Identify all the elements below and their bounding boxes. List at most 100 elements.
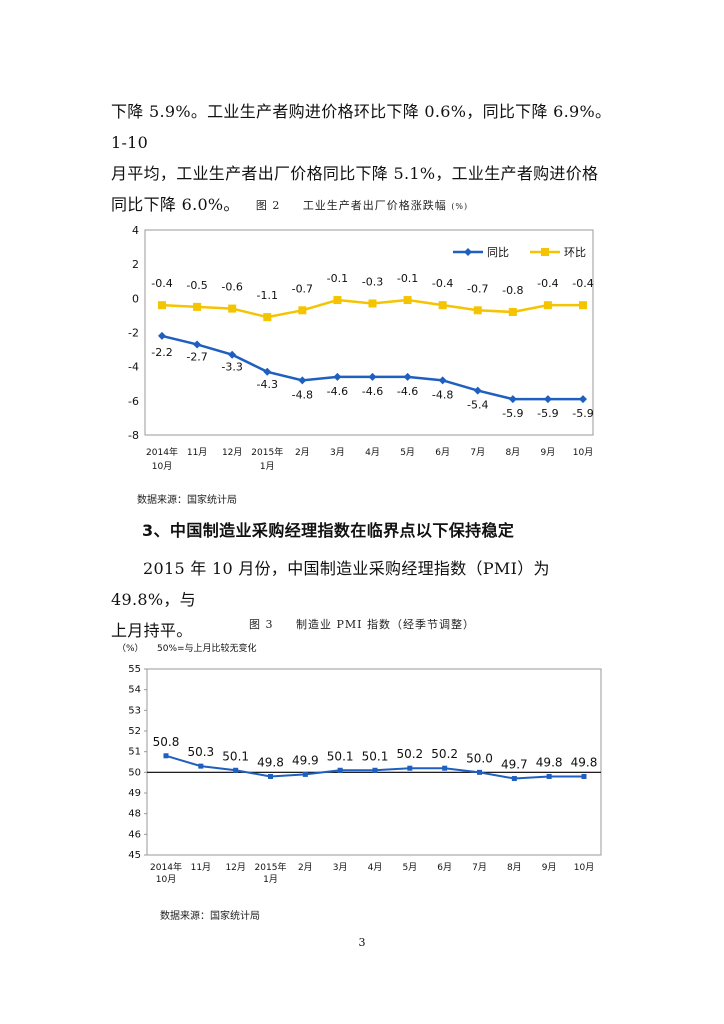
section-heading: 3、中国制造业采购经理指数在临界点以下保持稳定 [142, 521, 515, 540]
figure2-unit: (%) [451, 202, 469, 211]
data-point [368, 299, 377, 308]
y-tick-label: 0 [132, 292, 139, 305]
y-tick-label: 2 [132, 258, 139, 271]
x-tick-label: 10月 [574, 862, 594, 873]
x-tick-label: 7月 [472, 862, 487, 873]
data-label: -4.6 [327, 385, 348, 398]
data-point [477, 769, 482, 775]
x-tick-label: 11月 [191, 862, 211, 873]
figure3-title-text: 制造业 PMI 指数（经季节调整） [295, 618, 475, 631]
x-tick-label: 4月 [365, 447, 380, 458]
y-tick-label: 51 [128, 747, 141, 758]
y-tick-label: 50 [128, 767, 141, 778]
data-label: -0.1 [327, 272, 348, 285]
data-point [473, 386, 482, 395]
x-tick-label: 9月 [541, 447, 556, 458]
x-tick-label: 8月 [507, 862, 522, 873]
data-label: 50.2 [396, 747, 423, 761]
y-tick-label: -6 [128, 395, 139, 408]
x-tick-label: 5月 [402, 862, 417, 873]
x-tick-label: 2014年 [146, 446, 178, 458]
legend-marker [541, 248, 549, 256]
y-tick-label: -2 [128, 327, 139, 340]
data-point [508, 308, 517, 316]
y-axis-unit: （%） [117, 643, 144, 654]
x-tick-label: 1月 [263, 874, 278, 885]
data-label: 50.3 [187, 745, 214, 759]
x-tick-label: 4月 [368, 862, 383, 873]
data-label: -5.9 [537, 407, 558, 420]
data-label: -0.4 [572, 277, 593, 290]
data-point [581, 773, 587, 779]
data-label: -2.7 [186, 350, 207, 363]
x-tick-label: 2015年 [255, 861, 287, 873]
data-point [579, 395, 587, 404]
y-tick-label: 53 [128, 705, 141, 716]
figure2-label: 图 2 [255, 199, 281, 212]
data-label: 50.1 [222, 749, 249, 763]
data-label: -0.4 [537, 277, 558, 290]
x-tick-label: 3月 [333, 862, 348, 873]
data-label: 49.7 [501, 758, 528, 772]
data-point [543, 395, 552, 404]
data-label: -0.6 [221, 281, 242, 294]
data-point [228, 350, 237, 359]
y-tick-label: 46 [128, 829, 141, 840]
x-tick-label: 3月 [330, 447, 345, 458]
chart-annotation: 50%=与上月比较无变化 [157, 642, 257, 654]
data-label: -4.6 [362, 385, 383, 398]
data-point [158, 301, 166, 310]
data-point [546, 773, 552, 779]
figure2-source: 数据来源：国家统计局 [137, 495, 237, 506]
x-tick-label: 11月 [187, 447, 207, 458]
plot-area-border [144, 229, 594, 436]
data-label: -0.7 [292, 282, 313, 295]
data-label: 50.1 [327, 749, 354, 763]
data-label: -0.7 [467, 282, 488, 295]
x-tick-label: 12月 [222, 447, 242, 458]
page-number: 3 [358, 936, 366, 949]
data-label: -4.8 [432, 388, 453, 401]
data-label: 49.9 [292, 753, 319, 767]
x-tick-label: 10月 [156, 874, 176, 885]
data-point [337, 767, 343, 773]
x-tick-label: 1月 [260, 461, 275, 472]
y-tick-label: -4 [128, 361, 139, 374]
paragraph-line: 2015 年 10 月份，中国制造业采购经理指数（PMI）为 49.8%，与 [111, 559, 550, 609]
data-point [442, 765, 448, 771]
figure2-title-text: 工业生产者出厂价格涨跌幅 [302, 199, 447, 212]
y-tick-label: -8 [128, 429, 139, 442]
data-label: -4.6 [397, 385, 418, 398]
x-tick-label: 6月 [437, 862, 452, 873]
data-label: -4.3 [257, 378, 278, 391]
data-label: 49.8 [571, 755, 598, 769]
data-point [372, 767, 378, 773]
data-point [193, 340, 202, 349]
x-tick-label: 8月 [505, 447, 520, 458]
y-tick-label: 52 [128, 726, 141, 737]
x-tick-label: 7月 [470, 447, 485, 458]
data-label: 49.8 [257, 755, 284, 769]
data-label: -4.8 [292, 388, 313, 401]
paragraph-line: 下降 5.9%。工业生产者购进价格环比下降 0.6%，同比下降 6.9%。1-1… [111, 102, 612, 152]
x-tick-label: 2014年 [150, 861, 182, 873]
paragraph-line: 上月持平。 [111, 621, 193, 640]
data-label: -0.3 [362, 275, 383, 288]
legend-marker [464, 248, 472, 256]
paragraph-ppi: 下降 5.9%。工业生产者购进价格环比下降 0.6%，同比下降 6.9%。1-1… [111, 96, 616, 220]
paragraph-pmi: 2015 年 10 月份，中国制造业采购经理指数（PMI）为 49.8%，与 上… [111, 553, 616, 646]
data-point [163, 753, 169, 759]
data-point [511, 776, 517, 782]
data-label: -3.3 [221, 361, 242, 374]
data-point [333, 296, 342, 305]
data-point [193, 302, 202, 311]
data-label: -0.1 [397, 272, 418, 285]
x-tick-label: 5月 [400, 447, 415, 458]
data-point [473, 306, 482, 315]
data-point [233, 767, 239, 773]
plot-area-border [146, 668, 602, 856]
data-label: -0.4 [432, 277, 453, 290]
data-label: -5.9 [572, 407, 593, 420]
data-label: -5.4 [467, 399, 488, 412]
data-point [198, 763, 204, 769]
